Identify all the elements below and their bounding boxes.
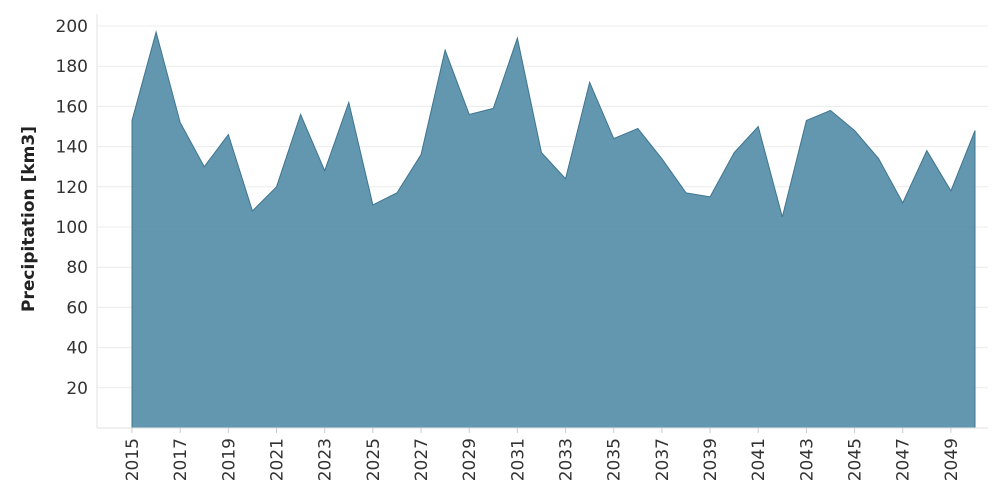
x-tick-label: 2021 xyxy=(268,438,288,481)
x-tick-label: 2019 xyxy=(219,438,239,481)
x-tick-label: 2041 xyxy=(749,438,769,481)
x-tick-label: 2043 xyxy=(797,438,817,481)
x-tick-label: 2027 xyxy=(412,438,432,481)
x-tick-label: 2025 xyxy=(364,438,384,481)
x-tick-label: 2015 xyxy=(123,438,143,481)
y-tick-label: 40 xyxy=(66,339,88,359)
x-tick-label: 2033 xyxy=(557,438,577,481)
axes xyxy=(96,14,988,429)
x-tick-label: 2037 xyxy=(653,438,673,481)
x-tick-label: 2035 xyxy=(605,438,625,481)
x-axis-ticks: 2015 2017 2019 2021 2023 2025 2027 2029 2031 2033… xyxy=(123,428,962,481)
y-axis-label: Precipitation [km3] xyxy=(19,126,39,312)
x-tick-label: 2045 xyxy=(846,438,866,481)
y-tick-label: 160 xyxy=(56,97,88,117)
y-tick-label: 60 xyxy=(66,298,88,318)
y-tick-label: 140 xyxy=(56,138,88,158)
area-fill xyxy=(131,30,976,429)
y-tick-label: 80 xyxy=(66,258,88,278)
y-tick-label: 20 xyxy=(66,379,88,399)
x-tick-label: 2029 xyxy=(460,438,480,481)
x-tick-label: 2049 xyxy=(942,438,962,481)
y-tick-label: 120 xyxy=(56,178,88,198)
y-tick-label: 180 xyxy=(56,57,88,77)
area-series xyxy=(131,30,976,429)
y-tick-label: 200 xyxy=(56,17,88,37)
y-tick-label: 100 xyxy=(56,218,88,238)
y-axis-ticks: 20 40 60 80 100 120 140 160 180 200 xyxy=(56,17,88,399)
x-tick-label: 2023 xyxy=(316,438,336,481)
x-tick-label: 2017 xyxy=(171,438,191,481)
x-tick-label: 2047 xyxy=(894,438,914,481)
x-tick-label: 2031 xyxy=(508,438,528,481)
x-tick-label: 2039 xyxy=(701,438,721,481)
